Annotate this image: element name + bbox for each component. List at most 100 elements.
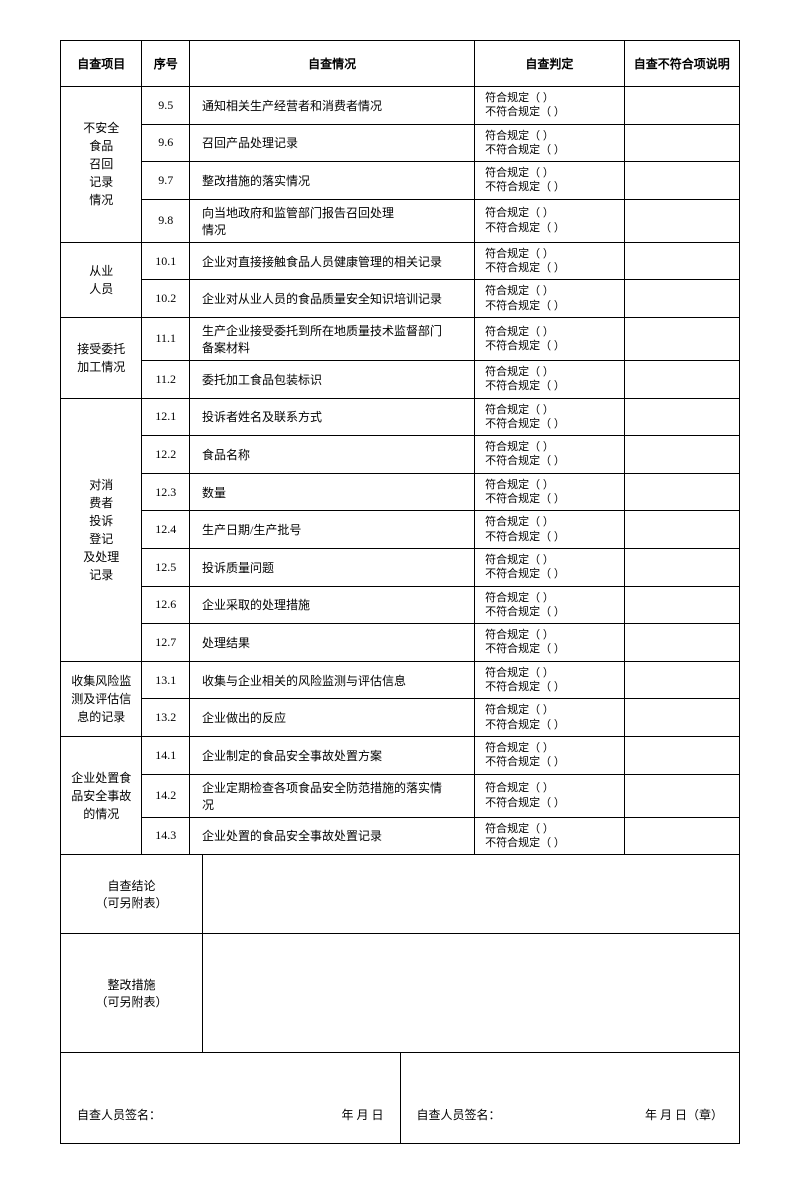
situation-cell: 企业制定的食品安全事故处置方案 — [189, 736, 474, 774]
signature-cell-1: 自查人员签名： 年 月 日 — [61, 1053, 401, 1144]
table-row: 9.7整改措施的落实情况符合规定（ ）不符合规定（ ） — [61, 162, 740, 200]
table-row: 企业处置食品安全事故的情况14.1企业制定的食品安全事故处置方案符合规定（ ）不… — [61, 736, 740, 774]
header-situation: 自查情况 — [189, 41, 474, 87]
situation-cell: 收集与企业相关的风险监测与评估信息 — [189, 661, 474, 699]
conclusion-label: 自查结论（可另附表） — [61, 855, 203, 934]
seq-cell: 14.1 — [142, 736, 190, 774]
situation-cell: 食品名称 — [189, 436, 474, 474]
situation-cell: 生产企业接受委托到所在地质量技术监督部门备案材料 — [189, 317, 474, 360]
measures-label: 整改措施（可另附表） — [61, 934, 203, 1053]
situation-cell: 企业做出的反应 — [189, 699, 474, 737]
table-row: 对消费者投诉登记及处理记录12.1投诉者姓名及联系方式符合规定（ ）不符合规定（… — [61, 398, 740, 436]
note-cell — [624, 398, 739, 436]
table-row: 不安全食品召回记录情况9.5通知相关生产经营者和消费者情况符合规定（ ）不符合规… — [61, 87, 740, 125]
header-row: 自查项目 序号 自查情况 自查判定 自查不符合项说明 — [61, 41, 740, 87]
note-cell — [624, 774, 739, 817]
conclusion-body — [203, 855, 740, 934]
note-cell — [624, 661, 739, 699]
seq-cell: 13.1 — [142, 661, 190, 699]
signature-row: 自查人员签名： 年 月 日 自查人员签名： 年 月 日（章） — [61, 1053, 740, 1144]
table-row: 10.2企业对从业人员的食品质量安全知识培训记录符合规定（ ）不符合规定（ ） — [61, 280, 740, 318]
seq-cell: 9.5 — [142, 87, 190, 125]
judge-cell: 符合规定（ ）不符合规定（ ） — [475, 624, 624, 662]
header-note: 自查不符合项说明 — [624, 41, 739, 87]
judge-cell: 符合规定（ ）不符合规定（ ） — [475, 436, 624, 474]
note-cell — [624, 624, 739, 662]
table-row: 收集风险监测及评估信息的记录13.1收集与企业相关的风险监测与评估信息符合规定（… — [61, 661, 740, 699]
table-row: 14.3企业处置的食品安全事故处置记录符合规定（ ）不符合规定（ ） — [61, 817, 740, 855]
seq-cell: 11.1 — [142, 317, 190, 360]
situation-cell: 数量 — [189, 473, 474, 511]
situation-cell: 通知相关生产经营者和消费者情况 — [189, 87, 474, 125]
project-cell: 对消费者投诉登记及处理记录 — [61, 398, 142, 661]
sig2-label: 自查人员签名： — [417, 1106, 501, 1123]
judge-cell: 符合规定（ ）不符合规定（ ） — [475, 360, 624, 398]
situation-cell: 投诉者姓名及联系方式 — [189, 398, 474, 436]
judge-cell: 符合规定（ ）不符合规定（ ） — [475, 774, 624, 817]
seq-cell: 12.5 — [142, 548, 190, 586]
seq-cell: 9.6 — [142, 124, 190, 162]
table-row: 9.8向当地政府和监管部门报告召回处理情况符合规定（ ）不符合规定（ ） — [61, 199, 740, 242]
seq-cell: 14.3 — [142, 817, 190, 855]
note-cell — [624, 511, 739, 549]
table-row: 接受委托加工情况11.1生产企业接受委托到所在地质量技术监督部门备案材料符合规定… — [61, 317, 740, 360]
situation-cell: 召回产品处理记录 — [189, 124, 474, 162]
footer-table: 自查结论（可另附表） 整改措施（可另附表） — [60, 854, 740, 1053]
seq-cell: 10.1 — [142, 242, 190, 280]
note-cell — [624, 280, 739, 318]
seq-cell: 12.2 — [142, 436, 190, 474]
note-cell — [624, 360, 739, 398]
note-cell — [624, 162, 739, 200]
situation-cell: 企业定期检查各项食品安全防范措施的落实情况 — [189, 774, 474, 817]
table-row: 12.7处理结果符合规定（ ）不符合规定（ ） — [61, 624, 740, 662]
seq-cell: 10.2 — [142, 280, 190, 318]
situation-cell: 企业对直接接触食品人员健康管理的相关记录 — [189, 242, 474, 280]
situation-cell: 处理结果 — [189, 624, 474, 662]
seq-cell: 11.2 — [142, 360, 190, 398]
judge-cell: 符合规定（ ）不符合规定（ ） — [475, 511, 624, 549]
judge-cell: 符合规定（ ）不符合规定（ ） — [475, 242, 624, 280]
judge-cell: 符合规定（ ）不符合规定（ ） — [475, 548, 624, 586]
table-row: 12.5投诉质量问题符合规定（ ）不符合规定（ ） — [61, 548, 740, 586]
table-row: 9.6召回产品处理记录符合规定（ ）不符合规定（ ） — [61, 124, 740, 162]
note-cell — [624, 548, 739, 586]
judge-cell: 符合规定（ ）不符合规定（ ） — [475, 162, 624, 200]
seq-cell: 14.2 — [142, 774, 190, 817]
judge-cell: 符合规定（ ）不符合规定（ ） — [475, 473, 624, 511]
seq-cell: 13.2 — [142, 699, 190, 737]
table-row: 11.2委托加工食品包装标识符合规定（ ）不符合规定（ ） — [61, 360, 740, 398]
measures-body — [203, 934, 740, 1053]
project-cell: 从业人员 — [61, 242, 142, 317]
note-cell — [624, 473, 739, 511]
note-cell — [624, 199, 739, 242]
judge-cell: 符合规定（ ）不符合规定（ ） — [475, 280, 624, 318]
table-row: 12.4生产日期/生产批号符合规定（ ）不符合规定（ ） — [61, 511, 740, 549]
judge-cell: 符合规定（ ）不符合规定（ ） — [475, 317, 624, 360]
signature-cell-2: 自查人员签名： 年 月 日（章） — [400, 1053, 740, 1144]
seq-cell: 12.6 — [142, 586, 190, 624]
project-cell: 不安全食品召回记录情况 — [61, 87, 142, 243]
table-row: 12.6企业采取的处理措施符合规定（ ）不符合规定（ ） — [61, 586, 740, 624]
judge-cell: 符合规定（ ）不符合规定（ ） — [475, 87, 624, 125]
sig1-label: 自查人员签名： — [77, 1106, 161, 1123]
situation-cell: 整改措施的落实情况 — [189, 162, 474, 200]
seq-cell: 12.4 — [142, 511, 190, 549]
project-cell: 收集风险监测及评估信息的记录 — [61, 661, 142, 736]
table-row: 12.3数量符合规定（ ）不符合规定（ ） — [61, 473, 740, 511]
table-row: 14.2企业定期检查各项食品安全防范措施的落实情况符合规定（ ）不符合规定（ ） — [61, 774, 740, 817]
note-cell — [624, 817, 739, 855]
sig2-date: 年 月 日（章） — [645, 1106, 723, 1123]
judge-cell: 符合规定（ ）不符合规定（ ） — [475, 736, 624, 774]
note-cell — [624, 699, 739, 737]
seq-cell: 12.1 — [142, 398, 190, 436]
header-judge: 自查判定 — [475, 41, 624, 87]
judge-cell: 符合规定（ ）不符合规定（ ） — [475, 199, 624, 242]
header-seq: 序号 — [142, 41, 190, 87]
inspection-table: 自查项目 序号 自查情况 自查判定 自查不符合项说明 不安全食品召回记录情况9.… — [60, 40, 740, 855]
judge-cell: 符合规定（ ）不符合规定（ ） — [475, 699, 624, 737]
situation-cell: 企业处置的食品安全事故处置记录 — [189, 817, 474, 855]
situation-cell: 投诉质量问题 — [189, 548, 474, 586]
seq-cell: 12.3 — [142, 473, 190, 511]
seq-cell: 12.7 — [142, 624, 190, 662]
measures-row: 整改措施（可另附表） — [61, 934, 740, 1053]
